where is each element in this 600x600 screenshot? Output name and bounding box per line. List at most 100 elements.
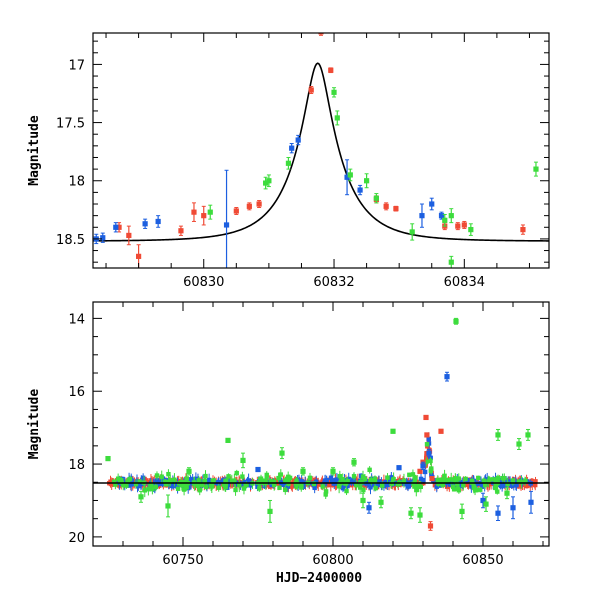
green-background-point [337, 474, 343, 479]
green-background-point [175, 486, 181, 491]
red-data-point [133, 279, 138, 284]
blue-background-point [140, 475, 146, 481]
green-background-point [367, 467, 372, 473]
green-data-point [364, 178, 370, 184]
green-background-point [294, 478, 299, 484]
y-axis-title: Magnitude [27, 115, 42, 186]
blue-background-point [247, 478, 252, 484]
red-data-point [423, 414, 429, 421]
blue-data-point [223, 222, 230, 228]
blue-background-point [479, 484, 484, 490]
green-background-point [271, 479, 277, 485]
green-background-point [482, 482, 488, 488]
green-background-point [368, 478, 374, 483]
green-background-point [125, 479, 130, 484]
green-background-point [481, 478, 487, 483]
green-background-point [372, 479, 378, 484]
red-data-point [383, 203, 389, 209]
plot-area [93, 317, 549, 531]
red-data-point [308, 87, 314, 93]
blue-background-point [371, 482, 377, 488]
x-tick-label: 60850 [462, 553, 503, 568]
green-background-point [455, 486, 461, 492]
red-data-point [233, 208, 239, 214]
blue-background-point [206, 477, 212, 483]
red-background-point [423, 463, 428, 468]
green-background-point [461, 483, 466, 488]
green-background-point [233, 487, 238, 493]
green-background-point [211, 478, 216, 483]
green-background-point [166, 471, 171, 477]
y-tick-label: 16 [68, 385, 85, 400]
red-background-point [144, 478, 149, 483]
green-background-point [124, 483, 129, 488]
blue-background-point [421, 477, 426, 483]
green-background-point [413, 475, 418, 480]
green-background-point [453, 476, 458, 482]
green-data-point [347, 172, 353, 178]
blue-background-point [514, 482, 519, 488]
blue-background-point [136, 483, 141, 489]
green-background-point [232, 478, 237, 483]
green-data-point [285, 160, 292, 166]
green-background-point [522, 479, 528, 484]
green-data-point [105, 455, 111, 462]
green-background-point [320, 484, 325, 489]
y-tick-label: 17.5 [56, 117, 85, 132]
green-background-point [162, 479, 168, 484]
green-data-point [448, 259, 454, 265]
blue-background-point [383, 479, 388, 485]
y-tick-label: 18.5 [56, 233, 85, 248]
red-data-point [256, 201, 262, 207]
blue-background-point [405, 484, 411, 489]
red-data-point [126, 232, 132, 239]
red-data-point [116, 224, 122, 230]
green-background-point [450, 484, 456, 490]
green-background-point [412, 479, 418, 484]
blue-data-point [255, 466, 261, 473]
green-data-point [468, 227, 474, 233]
green-background-point [210, 483, 215, 488]
blue-background-point [171, 483, 176, 488]
red-data-point [427, 523, 434, 529]
green-data-point [390, 428, 396, 434]
green-background-point [258, 476, 264, 481]
green-data-point [459, 508, 465, 515]
blue-background-point [376, 479, 382, 484]
blue-background-point [154, 478, 160, 483]
red-data-point [520, 227, 526, 233]
x-tick-label: 60800 [312, 553, 353, 568]
blue-data-point [528, 499, 534, 505]
green-data-point [207, 209, 213, 215]
blue-background-point [220, 478, 226, 483]
green-data-point [263, 180, 269, 186]
zoom-panel: 60830 60832 60834 17 17.5 18 18.5 Magnitude [27, 32, 550, 290]
blue-background-point [126, 483, 131, 488]
green-background-point [516, 479, 522, 484]
blue-background-point [457, 482, 463, 488]
green-data-point [495, 432, 501, 438]
green-background-point [241, 486, 247, 491]
green-background-point [442, 478, 448, 484]
blue-data-point [419, 213, 425, 219]
green-data-point [331, 89, 337, 95]
green-background-point [354, 483, 359, 488]
green-data-point [373, 195, 379, 201]
green-background-point [351, 474, 357, 479]
green-background-point [323, 492, 328, 497]
green-background-point [360, 474, 366, 479]
blue-data-point [438, 213, 445, 219]
model-curve [93, 62, 549, 242]
green-background-point [361, 487, 366, 493]
green-background-point [401, 478, 407, 483]
red-data-point [328, 67, 334, 73]
blue-background-point [312, 485, 317, 491]
green-background-point [159, 474, 164, 479]
green-data-point [409, 229, 415, 235]
green-background-point [407, 472, 412, 478]
blue-background-point [328, 475, 334, 480]
x-tick-label: 60750 [162, 553, 203, 568]
blue-data-point [142, 221, 148, 227]
green-data-point [351, 459, 357, 465]
